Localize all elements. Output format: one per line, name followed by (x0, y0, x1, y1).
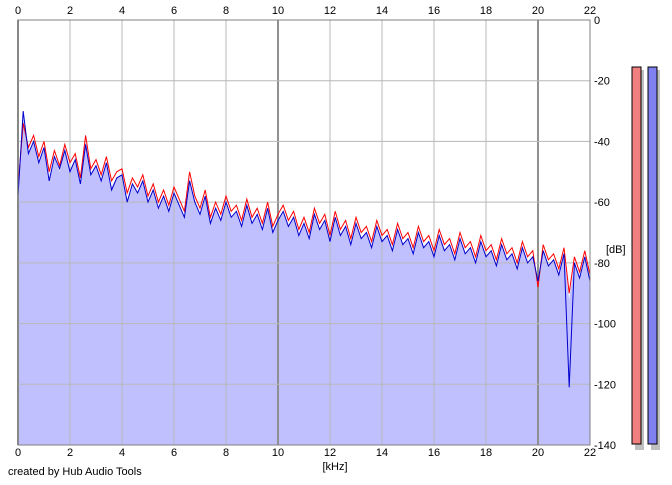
x-tick-label-bottom: 0 (15, 447, 21, 459)
x-tick-label-bottom: 6 (171, 447, 177, 459)
footer-credit: created by Hub Audio Tools (8, 466, 142, 478)
level-meter-left (631, 66, 642, 445)
x-tick-label-top: 18 (480, 5, 492, 17)
plot-frame (17, 19, 591, 446)
y-tick-label: 0 (594, 15, 600, 27)
x-tick-label-bottom: 10 (272, 447, 284, 459)
x-tick-label-top: 12 (324, 5, 336, 17)
x-tick-label-bottom: 20 (532, 447, 544, 459)
y-tick-label: -20 (594, 76, 610, 88)
x-tick-label-bottom: 4 (119, 447, 125, 459)
series-line-right-channel (17, 111, 591, 388)
x-tick-label-top: 22 (584, 5, 596, 17)
y-tick-label: -140 (594, 440, 616, 452)
y-tick-label: -120 (594, 379, 616, 391)
x-tick-label-top: 14 (376, 5, 388, 17)
series-line-left-channel (17, 123, 591, 294)
x-tick-label-bottom: 8 (223, 447, 229, 459)
x-tick-label-top: 16 (428, 5, 440, 17)
y-tick-label: -60 (594, 197, 610, 209)
x-tick-label-top: 8 (223, 5, 229, 17)
x-tick-label-bottom: 16 (428, 447, 440, 459)
x-tick-label-top: 2 (67, 5, 73, 17)
x-tick-label-top: 6 (171, 5, 177, 17)
x-tick-label-bottom: 18 (480, 447, 492, 459)
y-tick-label: -100 (594, 319, 616, 331)
x-tick-label-top: 10 (272, 5, 284, 17)
x-tick-label-bottom: 12 (324, 447, 336, 459)
y-tick-label: -80 (594, 258, 610, 270)
x-axis-label: [kHz] (322, 461, 347, 473)
x-tick-label-top: 0 (15, 5, 21, 17)
x-tick-label-bottom: 14 (376, 447, 388, 459)
x-tick-label-top: 20 (532, 5, 544, 17)
x-tick-label-bottom: 22 (584, 447, 596, 459)
x-tick-label-bottom: 2 (67, 447, 73, 459)
x-tick-label-top: 4 (119, 5, 125, 17)
spectrum-area-fill (18, 117, 590, 445)
y-axis-label: [dB] (606, 244, 626, 256)
level-meter-right (647, 66, 658, 445)
y-tick-label: -40 (594, 136, 610, 148)
